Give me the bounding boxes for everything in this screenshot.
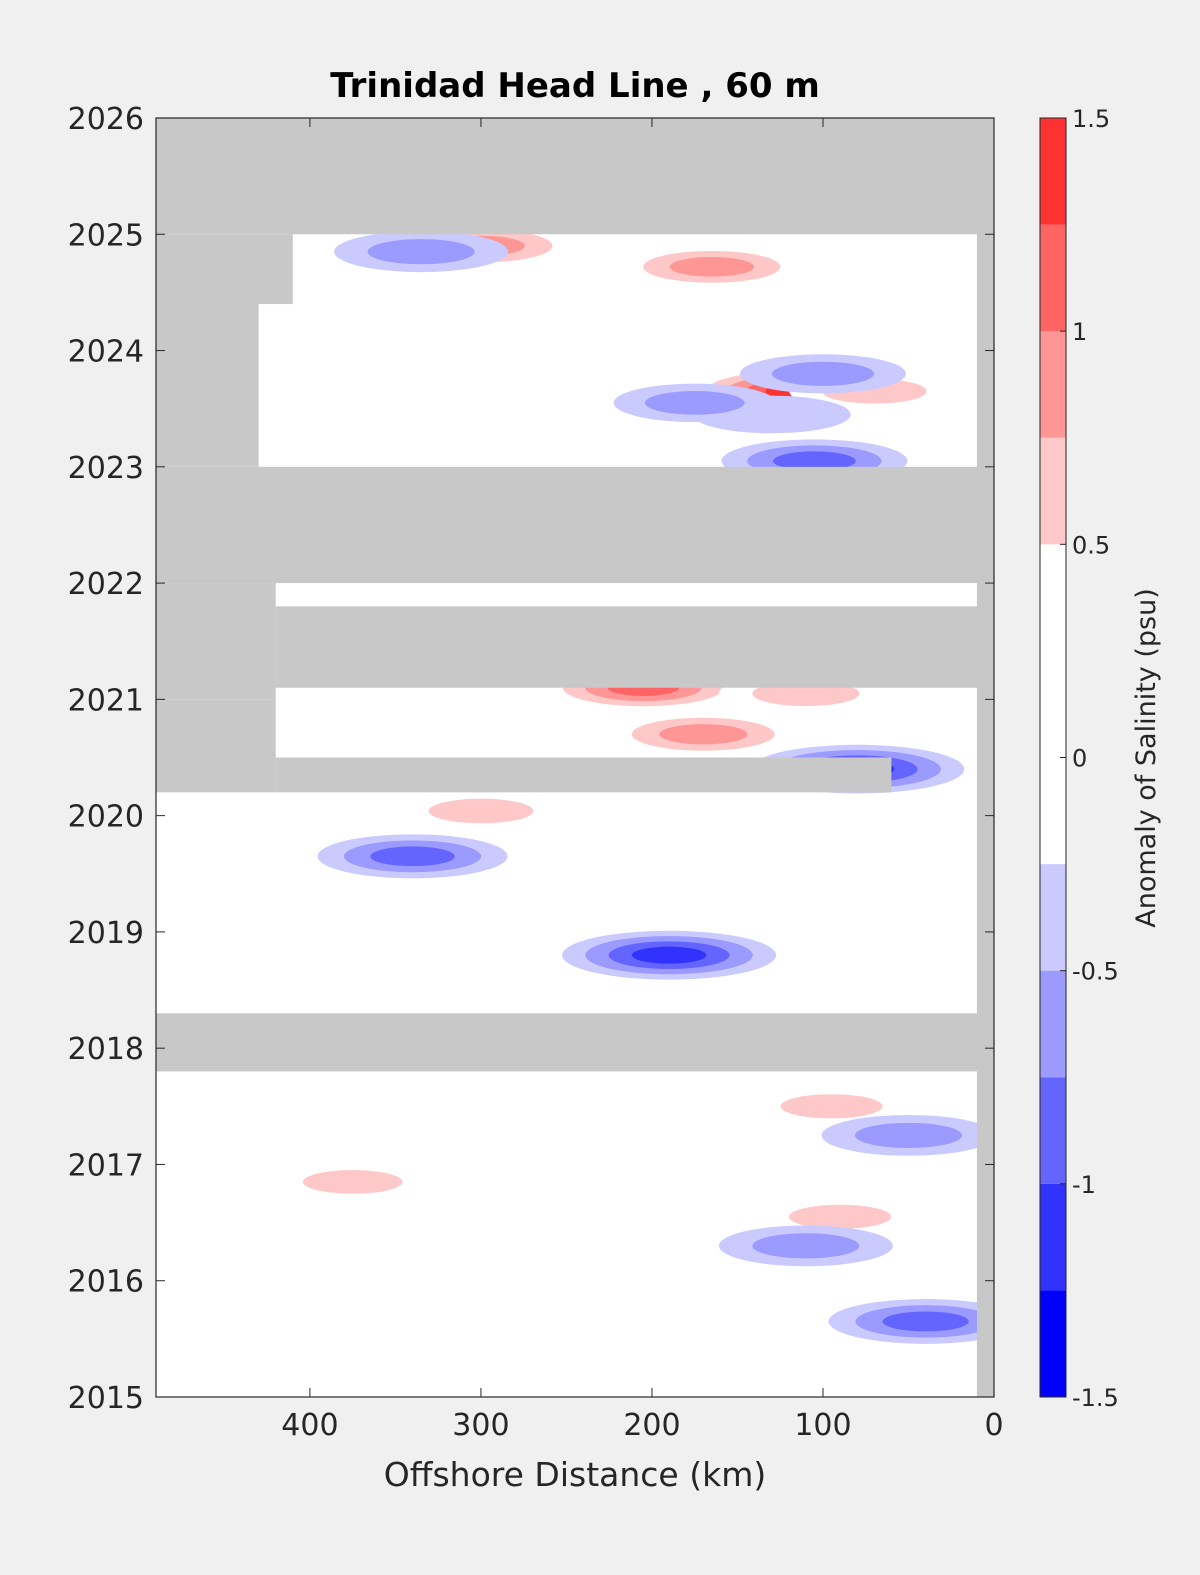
anomaly-contour xyxy=(752,1233,860,1259)
colorbar-segment xyxy=(1040,1077,1066,1184)
anomaly-blob-24 xyxy=(718,1225,893,1267)
y-tick-label: 2018 xyxy=(68,1032,144,1067)
x-axis-label: Offshore Distance (km) xyxy=(384,1455,766,1494)
no-data-band xyxy=(156,466,994,584)
x-tick-label: 0 xyxy=(984,1408,1003,1443)
anomaly-contours xyxy=(271,223,994,1344)
y-tick-label: 2017 xyxy=(68,1148,144,1183)
y-tick-label: 2022 xyxy=(68,567,144,602)
no-data-band xyxy=(156,234,293,305)
no-data-band xyxy=(156,583,276,700)
anomaly-contour xyxy=(521,1081,680,1120)
anomaly-contour xyxy=(370,846,455,867)
y-tick-label: 2021 xyxy=(68,683,144,718)
no-data-band xyxy=(156,699,276,793)
no-data-band xyxy=(976,118,994,1397)
anomaly-blob-13 xyxy=(271,1162,434,1202)
anomaly-blob-18 xyxy=(317,834,508,879)
colorbar: -1.5 -1 -0.5 0 0.5 1 1.5 xyxy=(1039,105,1119,1412)
y-axis-ticks: 2015 2016 2017 2018 2019 2020 2021 2022 2023 2024… xyxy=(68,102,994,1416)
anomaly-blob-12 xyxy=(748,1086,915,1126)
anomaly-blob-20 xyxy=(739,354,906,394)
no-data-band xyxy=(275,757,892,793)
y-tick-label: 2015 xyxy=(68,1381,144,1416)
no-data-regions xyxy=(156,118,994,1397)
y-tick-label: 2019 xyxy=(68,916,144,951)
colorbar-segment xyxy=(1040,970,1066,1078)
y-tick-label: 2025 xyxy=(68,218,144,253)
anomaly-blob-14 xyxy=(538,1151,697,1190)
colorbar-tick-label: 1 xyxy=(1072,318,1087,346)
colorbar-tick-label: 1.5 xyxy=(1072,105,1110,133)
anomaly-blob-22 xyxy=(828,1299,994,1344)
colorbar-segment xyxy=(1040,864,1066,971)
anomaly-contour xyxy=(302,1170,403,1194)
anomaly-contour xyxy=(771,361,875,386)
y-tick-label: 2023 xyxy=(68,451,144,486)
colorbar-segment xyxy=(1040,118,1066,225)
anomaly-blob-26 xyxy=(613,383,776,423)
colorbar-tick-label: -0.5 xyxy=(1072,958,1119,986)
y-tick-label: 2024 xyxy=(68,335,144,370)
colorbar-tick-label: 0 xyxy=(1072,745,1087,773)
anomaly-contour xyxy=(780,1094,883,1119)
anomaly-blob-21 xyxy=(334,231,509,273)
colorbar-label: Anomaly of Salinity (psu) xyxy=(1131,588,1162,927)
colorbar-segment xyxy=(1040,544,1066,651)
colorbar-tick-label: -1.5 xyxy=(1072,1384,1119,1412)
anomaly-contour xyxy=(789,1204,892,1229)
anomaly-blob-7 xyxy=(395,790,566,831)
anomaly-contour xyxy=(659,724,748,745)
colorbar-segment xyxy=(1040,224,1066,332)
anomaly-blob-9 xyxy=(820,837,979,876)
plot-frame xyxy=(155,117,995,1398)
anomaly-contour xyxy=(882,1311,969,1332)
anomaly-contour xyxy=(820,837,979,876)
x-tick-label: 100 xyxy=(794,1408,851,1443)
no-data-band xyxy=(275,606,994,688)
y-tick-label: 2020 xyxy=(68,800,144,835)
anomaly-blob-17 xyxy=(562,930,777,980)
y-tick-label: 2016 xyxy=(68,1265,144,1300)
x-tick-label: 300 xyxy=(452,1408,509,1443)
anomaly-contour xyxy=(644,391,745,415)
anomaly-blob-8 xyxy=(513,814,672,852)
anomaly-blob-2 xyxy=(616,244,807,289)
anomaly-contour xyxy=(773,451,856,471)
x-tick-label: 200 xyxy=(623,1408,680,1443)
y-tick-label: 2026 xyxy=(68,102,144,137)
anomaly-contour xyxy=(631,946,707,964)
no-data-band xyxy=(156,304,259,467)
colorbar-segment xyxy=(1040,331,1066,438)
colorbar-tick-label: -1 xyxy=(1072,1171,1096,1199)
x-axis-ticks: 400 300 200 100 0 xyxy=(281,118,1004,1443)
no-data-band xyxy=(156,118,994,235)
anomaly-blob-11 xyxy=(521,1081,680,1120)
anomaly-contour xyxy=(428,798,534,824)
colorbar-tick-label: 0.5 xyxy=(1072,531,1110,559)
anomaly-contour xyxy=(367,239,475,265)
no-data-band xyxy=(156,1013,994,1072)
anomaly-blob-6 xyxy=(604,711,803,758)
anomaly-contour xyxy=(538,1151,697,1190)
anomaly-contour xyxy=(669,257,755,277)
anomaly-blob-23 xyxy=(821,1114,994,1156)
colorbar-segment xyxy=(1040,437,1066,545)
colorbar-segment xyxy=(1040,1183,1066,1291)
x-tick-label: 400 xyxy=(281,1408,338,1443)
plot-area: 400 300 200 100 0 20152016201720182019202020… xyxy=(68,102,1004,1443)
anomaly-contour xyxy=(513,814,672,852)
anomaly-contour xyxy=(854,1122,963,1148)
chart-title: Trinidad Head Line , 60 m xyxy=(330,66,820,106)
colorbar-segment xyxy=(1040,1290,1066,1397)
